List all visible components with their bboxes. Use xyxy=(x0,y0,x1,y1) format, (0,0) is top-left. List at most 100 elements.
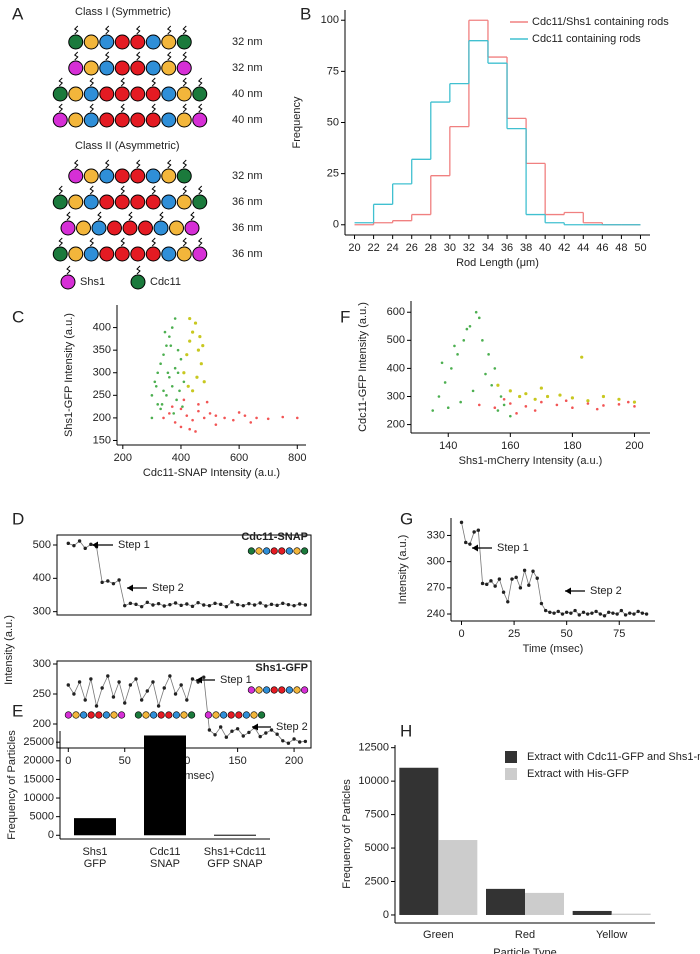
scatter-point xyxy=(496,409,500,412)
squiggle xyxy=(58,185,64,195)
subunit-icon xyxy=(95,711,103,719)
squiggle xyxy=(97,211,102,221)
y-tick-label: 600 xyxy=(387,306,405,318)
trace-point xyxy=(89,542,93,547)
x-tick-label: 600 xyxy=(230,452,248,464)
y-tick-label: 200 xyxy=(33,718,51,730)
scatter-point xyxy=(453,344,456,348)
x-tick-label: 150 xyxy=(228,755,246,767)
y-axis-title: Frequency of Particles xyxy=(341,779,353,889)
subunit-icon xyxy=(301,547,309,555)
scatter-point xyxy=(490,383,494,387)
squiggle xyxy=(128,211,133,221)
trace-point xyxy=(586,612,590,616)
trace-point xyxy=(196,600,200,605)
scatter-point xyxy=(626,400,630,404)
squiggle xyxy=(197,237,203,247)
trace-point xyxy=(151,680,155,684)
panel-label: D xyxy=(12,509,24,528)
subunit-icon xyxy=(263,686,271,694)
subunit-icon xyxy=(188,711,196,719)
y-tick-label: 25 xyxy=(327,168,339,180)
y-tick-label: 300 xyxy=(387,390,405,402)
y-tick-label: 500 xyxy=(33,539,51,551)
panel-label: B xyxy=(300,4,311,23)
subunit xyxy=(176,34,192,50)
trace-point xyxy=(493,584,497,588)
subunit-icon xyxy=(150,711,158,719)
subunit-icon xyxy=(270,547,278,555)
trace-point xyxy=(480,581,485,586)
scatter-point xyxy=(168,375,171,379)
y-tick-label: 2500 xyxy=(365,875,389,887)
squiggle xyxy=(58,237,64,247)
bar xyxy=(74,818,116,836)
scatter-point xyxy=(168,412,171,415)
y-tick-label: 0 xyxy=(48,829,54,841)
subunit xyxy=(130,34,146,50)
legend-swatch xyxy=(130,274,146,290)
scatter-point xyxy=(194,430,197,433)
trace-point xyxy=(168,674,172,678)
inset-label: Cdc11-SNAP xyxy=(241,531,308,543)
trace-point xyxy=(179,683,183,687)
x-tick-label: 44 xyxy=(577,242,589,254)
scatter-point xyxy=(202,416,206,420)
scatter-point xyxy=(170,326,174,329)
scatter-point xyxy=(170,405,174,408)
squiggle xyxy=(135,51,141,61)
scatter-point xyxy=(462,339,466,342)
x-tick-label: 200 xyxy=(114,452,132,464)
trace-point xyxy=(179,603,183,608)
trace-point xyxy=(292,603,296,608)
trace xyxy=(461,522,647,617)
scatter-point xyxy=(586,402,590,405)
trace-point xyxy=(123,701,127,705)
trace-point xyxy=(156,601,161,606)
subunit xyxy=(114,246,130,262)
scatter-point xyxy=(191,418,194,422)
plot-frame xyxy=(56,534,312,616)
subunit xyxy=(68,168,84,184)
subunit xyxy=(145,86,161,102)
scatter-point xyxy=(456,353,459,356)
x-tick-label: 22 xyxy=(367,242,379,254)
scatter-point xyxy=(558,393,562,397)
trace-point xyxy=(632,612,636,616)
subunit xyxy=(114,60,130,76)
bar xyxy=(486,888,525,915)
trace-point xyxy=(628,611,632,615)
scatter-point xyxy=(162,353,165,356)
squiggle xyxy=(136,265,141,275)
y-axis-title: Cdc11-GFP Intensity (a.u.) xyxy=(357,302,369,432)
row-label: 36 nm xyxy=(232,248,263,260)
scatter-point xyxy=(533,397,537,401)
plot-frame xyxy=(56,660,312,749)
subunit xyxy=(99,34,115,50)
subunit xyxy=(138,220,153,236)
scatter-point xyxy=(586,399,590,403)
row-label: 32 nm xyxy=(232,170,263,182)
trace-point xyxy=(552,611,556,615)
trace-point xyxy=(275,603,279,608)
scatter-point xyxy=(493,406,497,410)
subunit-icon xyxy=(142,711,150,719)
scatter-point xyxy=(564,399,568,403)
legend-swatch xyxy=(505,768,517,780)
scatter-point xyxy=(195,375,199,379)
scatter-point xyxy=(150,394,154,397)
scatter-point xyxy=(163,330,167,334)
squiggle xyxy=(120,237,126,247)
scatter-point xyxy=(179,425,183,429)
trace-point xyxy=(235,602,240,607)
scatter-point xyxy=(223,416,226,420)
subunit xyxy=(83,194,99,210)
legend-swatch xyxy=(60,274,76,290)
scatter-point xyxy=(182,371,186,375)
trace-point xyxy=(128,601,133,606)
subunit-icon xyxy=(157,711,165,719)
trace-point xyxy=(66,683,70,687)
scatter-point xyxy=(201,344,205,348)
scatter-point xyxy=(477,316,481,320)
scatter-point xyxy=(156,403,160,406)
